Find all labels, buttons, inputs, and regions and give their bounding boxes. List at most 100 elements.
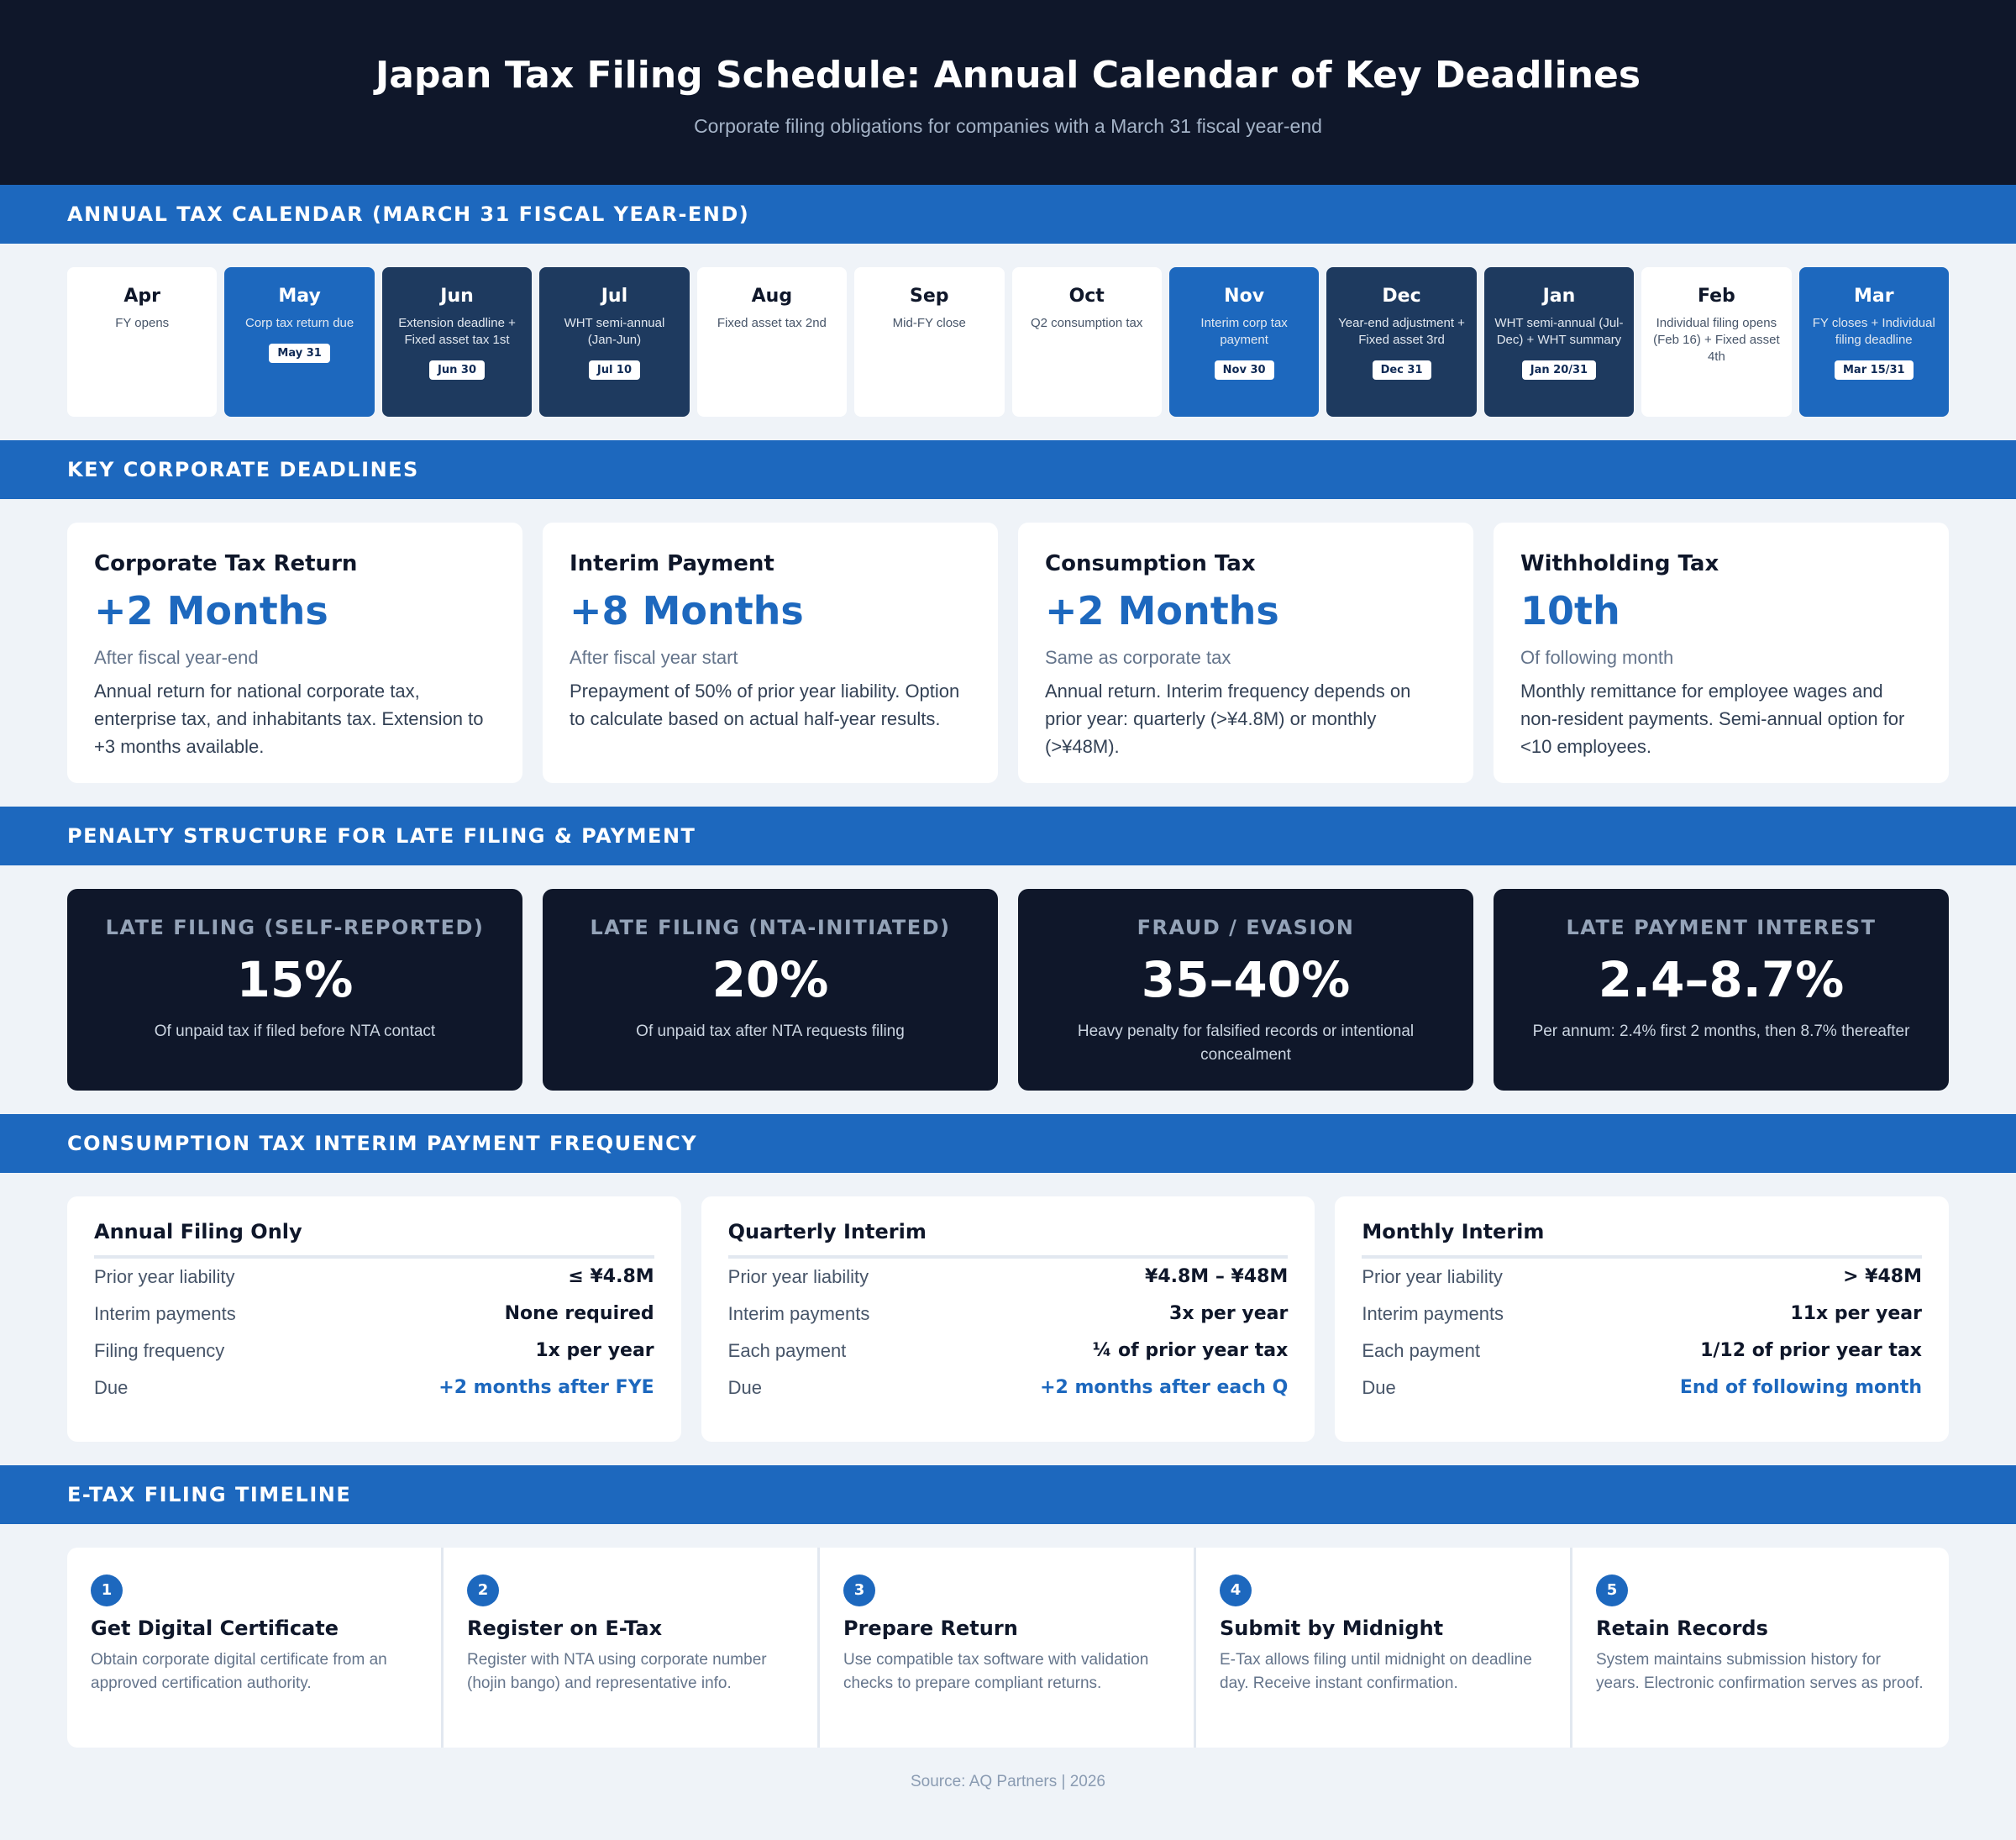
calendar-month-jun: Jun Extension deadline + Fixed asset tax … <box>381 267 533 417</box>
frequency-cards: Annual Filing Only Prior year liability ≤ … <box>67 1196 1949 1442</box>
deadline-title: Withholding Tax <box>1520 551 1719 576</box>
penalties-section: Late Filing (Self-Reported) 15% Of unpaid … <box>0 865 2016 1114</box>
row-label: Prior year liability <box>727 1266 869 1287</box>
penalty-label: Late Filing (NTA-Initiated) <box>590 916 951 939</box>
penalty-description: Of unpaid tax after NTA requests filing <box>636 1023 905 1040</box>
row-value: +2 months after each Q <box>1040 1377 1289 1398</box>
row-label: Each payment <box>1362 1340 1480 1361</box>
month-description: FY opens <box>115 316 170 330</box>
step-description: E-Tax allows filing until midnight on de… <box>1220 1651 1532 1692</box>
penalty-card: Fraud / Evasion 35–40% Heavy penalty for f… <box>1018 889 1473 1091</box>
timeline-step: 4 Submit by Midnight E-Tax allows filing u… <box>1196 1548 1572 1748</box>
step-description: Use compatible tax software with validat… <box>843 1651 1149 1692</box>
step-number-badge: 5 <box>1596 1575 1628 1606</box>
deadline-value: +8 Months <box>570 588 804 633</box>
frequency-card: Quarterly Interim Prior year liability ¥4.… <box>701 1196 1315 1442</box>
penalty-label: Fraud / Evasion <box>1137 916 1355 939</box>
row-value: +2 months after FYE <box>438 1377 654 1398</box>
deadline-description: Annual return for national corporate tax… <box>94 681 484 757</box>
deadline-title: Corporate Tax Return <box>94 551 358 576</box>
source-footer: Source: AQ Partners | 2026 <box>910 1773 1105 1790</box>
frequency-title: Annual Filing Only <box>94 1220 654 1259</box>
deadline-card: Consumption Tax +2 Months Same as corporat… <box>1018 523 1473 783</box>
month-name: Aug <box>751 286 793 307</box>
month-description: Corp tax return due <box>244 316 354 330</box>
frequency-row: Each payment ¼ of prior year tax <box>728 1333 1289 1369</box>
deadline-title: Interim Payment <box>570 551 774 576</box>
month-name: Mar <box>1853 286 1894 307</box>
deadline-card: Withholding Tax 10th Of following month Mon… <box>1494 523 1949 783</box>
month-name: Feb <box>1697 286 1735 307</box>
row-value: End of following month <box>1679 1377 1922 1398</box>
calendar-month-sep: Sep Mid-FY close <box>854 267 1005 417</box>
row-label: Interim payments <box>94 1303 236 1324</box>
deadline-subtitle: Same as corporate tax <box>1045 647 1231 668</box>
row-label: Interim payments <box>1362 1303 1504 1324</box>
deadline-badge: Jun 30 <box>429 360 486 380</box>
deadline-description: Monthly remittance for employee wages an… <box>1520 681 1905 757</box>
frequency-row: Each payment 1/12 of prior year tax <box>1362 1333 1922 1369</box>
month-name: Sep <box>910 286 949 307</box>
timeline-step: 5 Retain Records System maintains submissi… <box>1572 1548 1949 1748</box>
timeline-step: 3 Prepare Return Use compatible tax softwa… <box>820 1548 1196 1748</box>
step-description: Register with NTA using corporate number… <box>467 1651 767 1692</box>
deadline-badge: Nov 30 <box>1214 360 1274 380</box>
deadline-description: Prepayment of 50% of prior year liabilit… <box>570 681 960 729</box>
timeline-step: 1 Get Digital Certificate Obtain corporate… <box>67 1548 444 1748</box>
penalty-rate: 15% <box>236 951 354 1008</box>
deadlines-section: Corporate Tax Return +2 Months After fisca… <box>0 499 2016 807</box>
deadline-description: Annual return. Interim frequency depends… <box>1045 681 1411 757</box>
frequency-row: Prior year liability ≤ ¥4.8M <box>94 1259 654 1296</box>
row-label: Due <box>727 1377 763 1398</box>
calendar-section: Apr FY opens May Corp tax return due May 31 J… <box>0 244 2016 440</box>
penalty-rate: 20% <box>711 951 829 1008</box>
step-number-badge: 2 <box>467 1575 499 1606</box>
step-description: Obtain corporate digital certificate fro… <box>91 1651 387 1692</box>
step-title: Register on E-Tax <box>467 1617 663 1640</box>
deadline-value: +2 Months <box>94 588 328 633</box>
deadline-badge: Dec 31 <box>1372 360 1431 380</box>
timeline-step: 2 Register on E-Tax Register with NTA usin… <box>444 1548 820 1748</box>
row-label: Due <box>94 1377 129 1398</box>
step-title: Retain Records <box>1596 1617 1768 1640</box>
deadline-card: Interim Payment +8 Months After fiscal yea… <box>543 523 998 783</box>
month-name: Oct <box>1068 286 1105 307</box>
calendar-month-jan: Jan WHT semi-annual (Jul-Dec) + WHT summa… <box>1483 267 1635 417</box>
deadline-value: +2 Months <box>1045 588 1279 633</box>
row-label: Filing frequency <box>94 1340 225 1361</box>
page-subtitle: Corporate filing obligations for compani… <box>694 115 1322 137</box>
month-description: Q2 consumption tax <box>1031 316 1143 330</box>
section-header-penalties: Penalty Structure for Late Filing & Paym… <box>0 807 2016 865</box>
month-description: FY closes + Individual filing deadline <box>1812 316 1935 347</box>
step-number-badge: 3 <box>843 1575 875 1606</box>
step-title: Submit by Midnight <box>1220 1617 1444 1640</box>
penalty-cards: Late Filing (Self-Reported) 15% Of unpaid … <box>67 889 1949 1091</box>
row-value: 11x per year <box>1790 1303 1922 1324</box>
deadline-cards: Corporate Tax Return +2 Months After fisca… <box>67 523 1949 783</box>
row-value: 1/12 of prior year tax <box>1700 1340 1922 1361</box>
penalty-description: Heavy penalty for falsified records or i… <box>1077 1023 1415 1064</box>
calendar-month-oct: Oct Q2 consumption tax <box>1011 267 1162 417</box>
penalty-card: Late Filing (NTA-Initiated) 20% Of unpaid … <box>543 889 998 1091</box>
calendar-month-mar: Mar FY closes + Individual filing deadlin… <box>1798 267 1949 417</box>
month-name: Nov <box>1224 286 1265 307</box>
section-header-deadlines: Key Corporate Deadlines <box>0 440 2016 499</box>
step-number-badge: 1 <box>91 1575 123 1606</box>
row-label: Prior year liability <box>1362 1266 1503 1287</box>
frequency-section: Annual Filing Only Prior year liability ≤ … <box>0 1173 2016 1465</box>
frequency-row: Prior year liability ¥4.8M – ¥48M <box>728 1259 1289 1296</box>
deadline-subtitle: After fiscal year-end <box>94 647 259 668</box>
penalty-rate: 35–40% <box>1141 951 1351 1008</box>
month-name: May <box>278 286 321 307</box>
deadline-badge: May 31 <box>269 344 330 363</box>
month-description: Interim corp tax payment <box>1200 316 1288 347</box>
month-description: Extension deadline + Fixed asset tax 1st <box>398 316 516 347</box>
deadline-value: 10th <box>1520 588 1620 633</box>
step-title: Get Digital Certificate <box>91 1617 339 1640</box>
calendar-grid: Apr FY opens May Corp tax return due May 31 J… <box>67 267 1949 417</box>
page-header: Japan Tax Filing Schedule: Annual Calend… <box>0 0 2016 185</box>
deadline-card: Corporate Tax Return +2 Months After fisca… <box>67 523 522 783</box>
month-name: Jun <box>440 286 474 307</box>
frequency-title: Monthly Interim <box>1362 1220 1922 1259</box>
month-description: Mid-FY close <box>892 316 966 330</box>
